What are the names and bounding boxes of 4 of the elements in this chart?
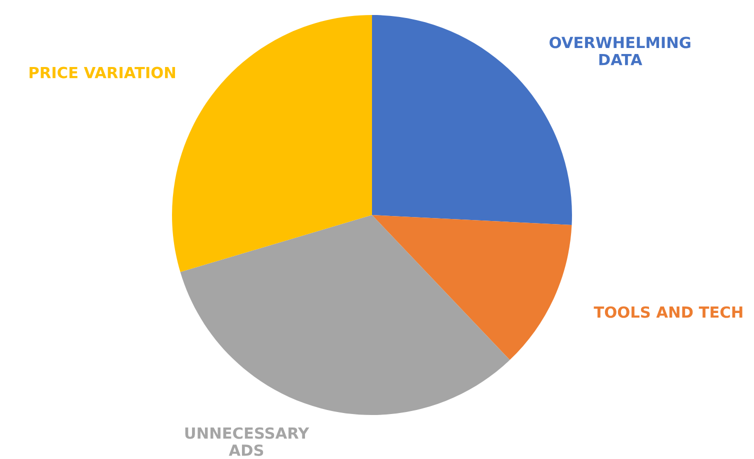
slice-label: OVERWHELMING DATA	[550, 36, 690, 66]
slice-label: UNNECESSARY ADS	[185, 427, 310, 456]
slice-label: PRICE VARIATION	[30, 66, 176, 78]
slice-label: TOOLS AND TECH	[594, 306, 742, 318]
